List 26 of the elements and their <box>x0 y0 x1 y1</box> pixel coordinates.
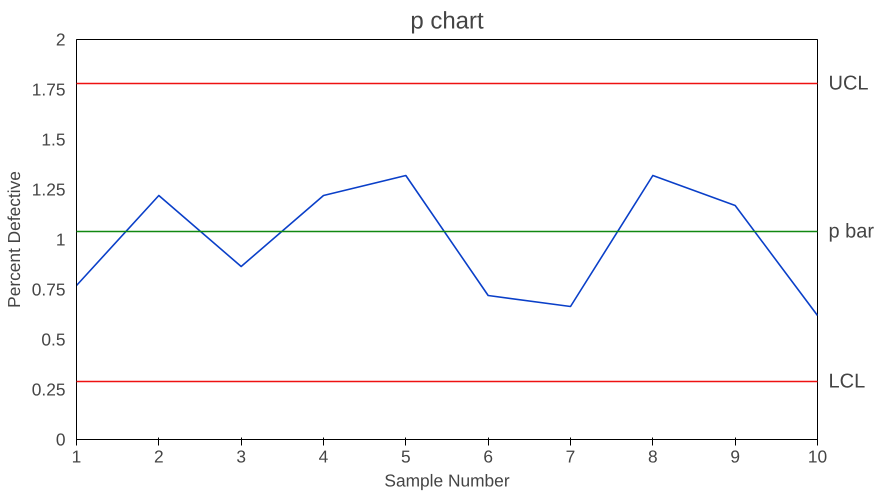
chart-title: p chart <box>410 8 484 34</box>
ref-line-label: LCL <box>828 370 866 392</box>
x-tick-label: 8 <box>648 446 658 466</box>
y-tick-label: 1.25 <box>32 180 66 200</box>
y-tick-label: 2 <box>56 30 66 50</box>
x-tick-label: 5 <box>401 446 411 466</box>
x-tick-label: 7 <box>566 446 576 466</box>
x-axis-title: Sample Number <box>384 470 510 490</box>
y-axis-title: Percent Defective <box>4 171 24 308</box>
y-tick-label: 0.5 <box>41 330 66 350</box>
y-tick-label: 0.75 <box>32 280 66 300</box>
y-tick-label: 1.75 <box>32 80 66 100</box>
x-tick-label: 1 <box>72 446 82 466</box>
x-tick-label: 6 <box>483 446 493 466</box>
ref-line-label: p bar <box>828 220 874 242</box>
x-tick-label: 3 <box>236 446 246 466</box>
y-tick-label: 1.5 <box>41 130 66 150</box>
x-tick-label: 9 <box>730 446 740 466</box>
x-tick-label: 2 <box>154 446 164 466</box>
y-tick-label: 0.25 <box>32 380 66 400</box>
x-tick-label: 4 <box>318 446 329 466</box>
y-tick-label: 1 <box>56 230 66 250</box>
x-tick-label: 10 <box>808 446 828 466</box>
y-tick-label: 0 <box>56 430 66 450</box>
line-series <box>76 174 818 316</box>
ref-line-label: UCL <box>828 72 869 94</box>
